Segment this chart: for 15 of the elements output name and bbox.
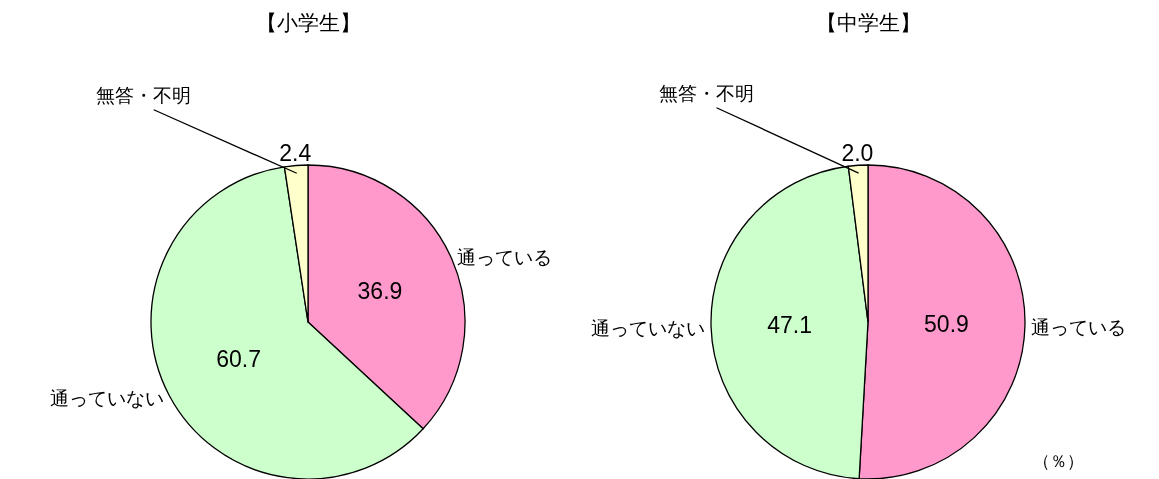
chart-title: 【小学生】 (255, 11, 361, 34)
slice-label: 通っている (457, 246, 553, 268)
data-label: 2.4 (279, 140, 312, 167)
slice-label: 通っていない (49, 388, 164, 410)
slice-label: 無答・不明 (96, 84, 192, 106)
data-label: 47.1 (767, 311, 812, 338)
slice-label: 通っていない (591, 317, 706, 339)
text: （％） (1032, 452, 1084, 471)
slice-label: 通っている (1030, 316, 1126, 338)
data-label: 60.7 (216, 345, 262, 372)
chart-title: 【中学生】 (815, 11, 921, 34)
slice-label: 無答・不明 (659, 82, 755, 104)
data-label: 50.9 (924, 311, 969, 338)
data-label: 36.9 (357, 277, 403, 304)
data-label: 2.0 (841, 140, 874, 167)
